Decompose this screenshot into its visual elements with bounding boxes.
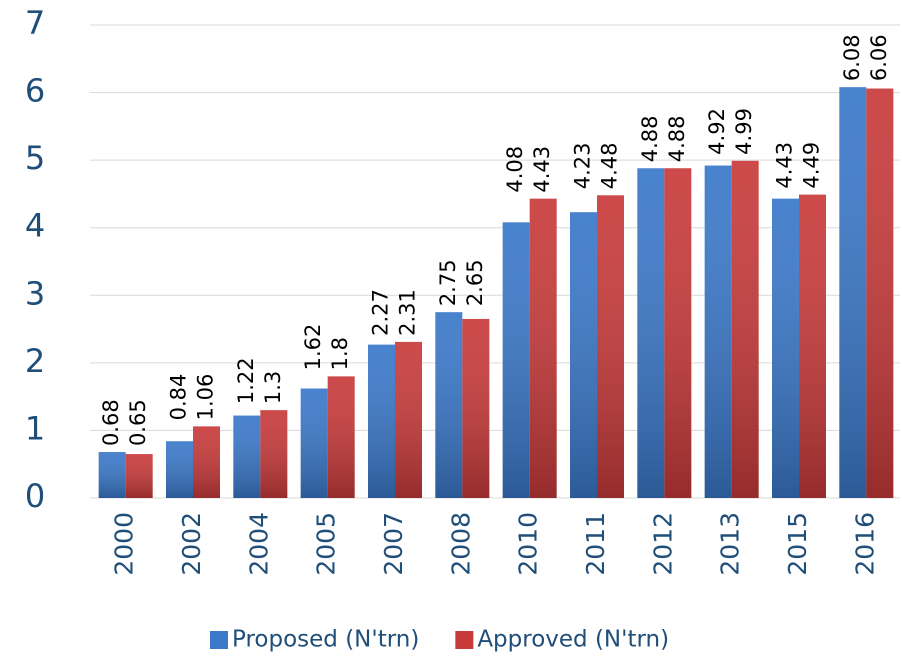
y-tick-label: 7 <box>25 4 45 42</box>
data-label: 0.65 <box>126 399 150 446</box>
x-tick-label: 2004 <box>244 512 273 576</box>
data-label: 4.99 <box>732 108 756 155</box>
bar-shade <box>799 194 826 498</box>
data-label: 2.65 <box>463 259 487 306</box>
data-label: 0.68 <box>99 399 123 446</box>
x-tick-label: 2002 <box>177 512 206 576</box>
x-tick-label: 2007 <box>379 512 408 576</box>
data-label: 4.43 <box>530 146 554 193</box>
bar-shade <box>166 441 193 498</box>
data-label: 4.23 <box>571 143 595 190</box>
data-label: 4.88 <box>638 115 662 162</box>
y-tick-label: 5 <box>25 139 45 177</box>
bar-shade <box>772 198 799 498</box>
data-label: 4.08 <box>503 146 527 193</box>
bar-shade <box>570 212 597 498</box>
bar-shade <box>125 454 153 498</box>
legend-swatch <box>455 631 474 649</box>
data-label: 6.06 <box>867 34 891 81</box>
bar-shade <box>502 222 530 498</box>
bar-shade <box>233 415 261 498</box>
data-label: 6.08 <box>840 34 864 81</box>
x-tick-label: 2016 <box>850 512 879 576</box>
x-tick-label: 2013 <box>716 512 745 576</box>
x-tick-label: 2010 <box>514 512 543 576</box>
bar-shade <box>866 88 894 498</box>
x-tick-label: 2012 <box>648 512 677 576</box>
bar-shade <box>435 312 463 498</box>
data-label: 4.49 <box>800 142 824 189</box>
data-label: 2.27 <box>369 289 393 336</box>
y-tick-label: 3 <box>25 274 45 312</box>
x-tick-label: 2005 <box>312 512 341 576</box>
data-label: 1.22 <box>234 357 258 404</box>
y-tick-label: 0 <box>25 477 45 515</box>
data-label: 2.31 <box>396 289 420 336</box>
bar-shade <box>395 341 422 498</box>
bar-shade <box>704 165 732 498</box>
data-label: 4.43 <box>773 142 797 189</box>
y-tick-label: 2 <box>25 342 45 380</box>
bar-shade <box>597 195 624 498</box>
legend-swatch <box>210 631 228 649</box>
bar-shade <box>327 376 355 498</box>
bar-shade <box>529 198 557 498</box>
legend-label: Proposed (N'trn) <box>232 627 419 653</box>
bar-shade <box>462 318 490 498</box>
bar-shade <box>260 410 288 498</box>
bar-shade <box>731 160 759 498</box>
x-tick-label: 2011 <box>581 512 610 576</box>
x-tick-label: 2015 <box>783 512 812 576</box>
x-tick-label: 2008 <box>446 512 475 576</box>
data-label: 1.62 <box>301 324 325 371</box>
data-label: 1.3 <box>261 371 285 404</box>
bar-shade <box>193 426 220 498</box>
x-tick-label: 2000 <box>110 512 139 576</box>
bar-shade <box>368 344 395 498</box>
data-label: 4.92 <box>705 108 729 155</box>
bar-shade <box>98 452 126 498</box>
bar-shade <box>637 168 665 498</box>
data-label: 1.8 <box>328 337 352 370</box>
bar-shade <box>300 388 328 498</box>
data-label: 2.75 <box>436 259 460 306</box>
bar-shade <box>839 87 867 498</box>
legend-label: Approved (N'trn) <box>477 627 669 653</box>
y-tick-label: 6 <box>25 72 45 110</box>
data-label: 1.06 <box>194 374 218 421</box>
y-tick-label: 4 <box>25 207 45 245</box>
data-label: 4.88 <box>665 115 689 162</box>
data-label: 0.84 <box>167 374 191 421</box>
bar-shade <box>664 168 692 498</box>
data-label: 4.48 <box>598 143 622 190</box>
y-tick-label: 1 <box>25 409 45 447</box>
